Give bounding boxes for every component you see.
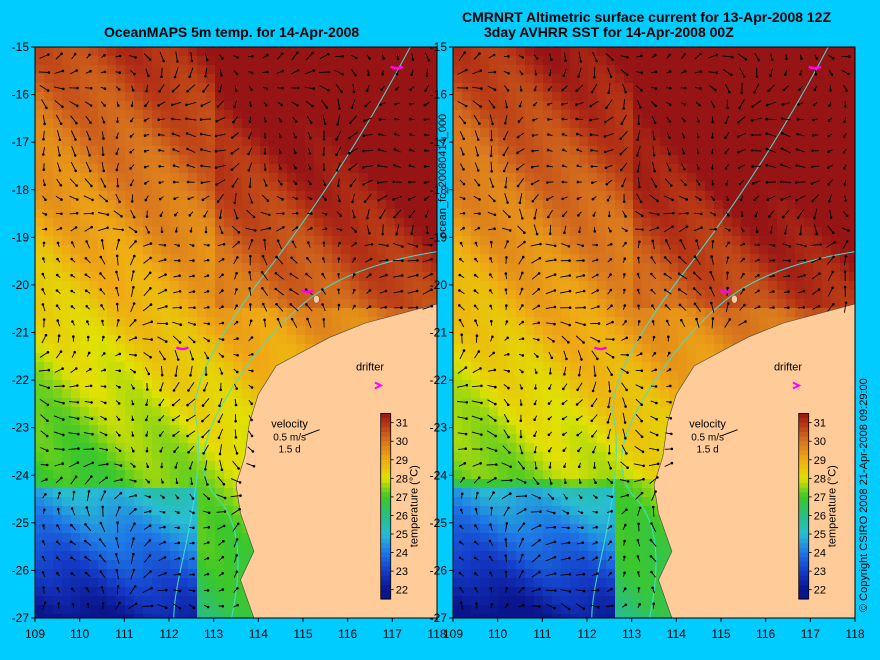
lon-tick-label: 109	[25, 627, 45, 641]
lon-tick-label: 111	[115, 627, 134, 641]
lat-tick-label: -19	[430, 230, 448, 244]
lon-tick-label: 115	[293, 627, 312, 641]
left-panel-title: OceanMAPS 5m temp. for 14-Apr-2008	[104, 24, 360, 40]
lat-tick-label: -19	[12, 230, 30, 244]
drifter-track	[390, 65, 404, 70]
drifter-track	[593, 346, 607, 351]
lon-tick-label: 110	[488, 627, 507, 641]
colorbar-tick-label: 27	[814, 492, 826, 504]
drifter-track	[175, 346, 189, 351]
right-panel-title-line1: CMRNRT Altimetric surface current for 13…	[462, 9, 832, 25]
lat-tick-label: -18	[430, 183, 448, 197]
lat-tick-label: -20	[430, 278, 448, 292]
colorbar-tick-label: 31	[396, 418, 408, 430]
lat-tick-label: -26	[12, 563, 30, 577]
colorbar-tick-label: 30	[814, 436, 826, 448]
drifter-legend-symbol	[792, 381, 802, 390]
velocity-legend-days: 1.5 d	[278, 445, 300, 456]
velocity-legend-days: 1.5 d	[696, 445, 718, 456]
lon-tick-label: 113	[204, 627, 223, 641]
lat-tick-label: -27	[430, 611, 448, 625]
lon-tick-label: 116	[756, 627, 775, 641]
temperature-colorbar: 31 30 29 28 27 26 25 24 23 22 temperature (°C)	[380, 412, 421, 600]
lon-tick-label: 115	[711, 627, 730, 641]
lat-tick-label: -17	[12, 135, 30, 149]
lon-tick-label: 112	[577, 627, 596, 641]
lon-tick-label: 112	[159, 627, 178, 641]
colorbar-tick-label: 22	[396, 585, 408, 597]
lon-tick-label: 117	[383, 627, 402, 641]
lon-tick-label: 109	[443, 627, 463, 641]
lon-tick-label: 114	[667, 627, 686, 641]
lat-tick-label: -21	[12, 326, 30, 340]
lon-tick-label: 116	[338, 627, 357, 641]
colorbar-tick-label: 31	[814, 418, 826, 430]
drifter-track	[718, 289, 733, 294]
colorbar-tick-label: 28	[814, 473, 826, 485]
lon-tick-label: 117	[801, 627, 820, 641]
right-map-panel: -15 -16 -17 -18 -19 -20 -21 -22 -23 -24 -25 -26 -27 1…	[430, 40, 865, 641]
lat-tick-label: -27	[12, 611, 30, 625]
lat-tick-label: -22	[12, 373, 30, 387]
lon-tick-label: 111	[533, 627, 552, 641]
drifter-legend-label: drifter	[774, 362, 802, 374]
colorbar-tick-label: 24	[814, 548, 826, 560]
lon-tick-label: 118	[427, 627, 446, 641]
lat-tick-label: -25	[430, 516, 448, 530]
isobath-contour	[591, 47, 829, 618]
lat-tick-label: -15	[430, 40, 448, 54]
velocity-legend-label: velocity	[689, 419, 726, 431]
colorbar-tick-label: 26	[814, 510, 826, 522]
lon-tick-label: 114	[249, 627, 268, 641]
run-id-label: ocean_fc_20080414_000	[437, 113, 449, 238]
velocity-legend-scale: 0.5 m/s	[273, 433, 306, 444]
colorbar-tick-label: 24	[396, 548, 408, 560]
lat-tick-label: -16	[430, 88, 448, 102]
drifter-track	[808, 65, 822, 70]
colorbar-label: temperature (°C)	[827, 465, 839, 547]
isobath-contour	[173, 47, 411, 618]
velocity-legend-scale: 0.5 m/s	[691, 433, 724, 444]
lat-tick-label: -26	[430, 563, 448, 577]
velocity-legend-label: velocity	[271, 419, 308, 431]
lon-tick-label: 113	[622, 627, 641, 641]
colorbar-tick-label: 26	[396, 510, 408, 522]
lat-tick-label: -24	[12, 468, 30, 482]
temperature-colorbar: 31 30 29 28 27 26 25 24 23 22 temperature (°C)	[798, 412, 839, 600]
lat-tick-label: -20	[12, 278, 30, 292]
colorbar-tick-label: 29	[814, 455, 826, 467]
colorbar-tick-label: 25	[396, 529, 408, 541]
copyright-label: © Copyright CSIRO 2008 21-Apr-2008 09:29…	[858, 378, 870, 612]
lat-tick-label: -16	[12, 88, 30, 102]
lat-tick-label: -22	[430, 373, 448, 387]
colorbar-tick-label: 27	[396, 492, 408, 504]
colorbar-tick-label: 23	[396, 566, 408, 578]
drifter-legend-label: drifter	[356, 362, 384, 374]
colorbar-tick-label: 25	[814, 529, 826, 541]
lat-tick-label: -17	[430, 135, 448, 149]
isobath-contour	[203, 251, 437, 618]
lat-tick-label: -23	[12, 421, 30, 435]
lat-tick-label: -23	[430, 421, 448, 435]
colorbar-tick-label: 23	[814, 566, 826, 578]
lat-tick-label: -24	[430, 468, 448, 482]
current-vectors	[456, 51, 851, 611]
right-panel-title-line2: 3day AVHRR SST for 14-Apr-2008 00Z	[484, 24, 734, 40]
left-map-panel: -15 -16 -17 -18 -19 -20 -21 -22 -23 -24 -25 -26 -27 1…	[12, 40, 447, 641]
colorbar-tick-label: 29	[396, 455, 408, 467]
lat-tick-label: -25	[12, 516, 30, 530]
colorbar-tick-label: 30	[396, 436, 408, 448]
lat-tick-label: -21	[430, 326, 448, 340]
drifter-track	[300, 289, 315, 294]
colorbar-tick-label: 28	[396, 473, 408, 485]
colorbar-label: temperature (°C)	[409, 465, 421, 547]
drifter-legend-symbol	[374, 381, 384, 390]
lat-tick-label: -15	[12, 40, 30, 54]
current-vectors	[38, 51, 434, 610]
lon-tick-label: 110	[70, 627, 89, 641]
colorbar-tick-label: 22	[814, 585, 826, 597]
lat-tick-label: -18	[12, 183, 30, 197]
lon-tick-label: 118	[845, 627, 864, 641]
